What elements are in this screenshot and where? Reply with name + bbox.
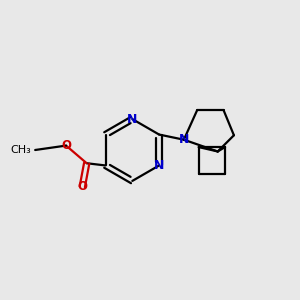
Text: O: O [77, 180, 87, 193]
Text: O: O [61, 139, 71, 152]
Text: N: N [127, 112, 137, 126]
Text: CH₃: CH₃ [10, 145, 31, 155]
Text: N: N [179, 133, 189, 146]
Text: N: N [154, 159, 164, 172]
